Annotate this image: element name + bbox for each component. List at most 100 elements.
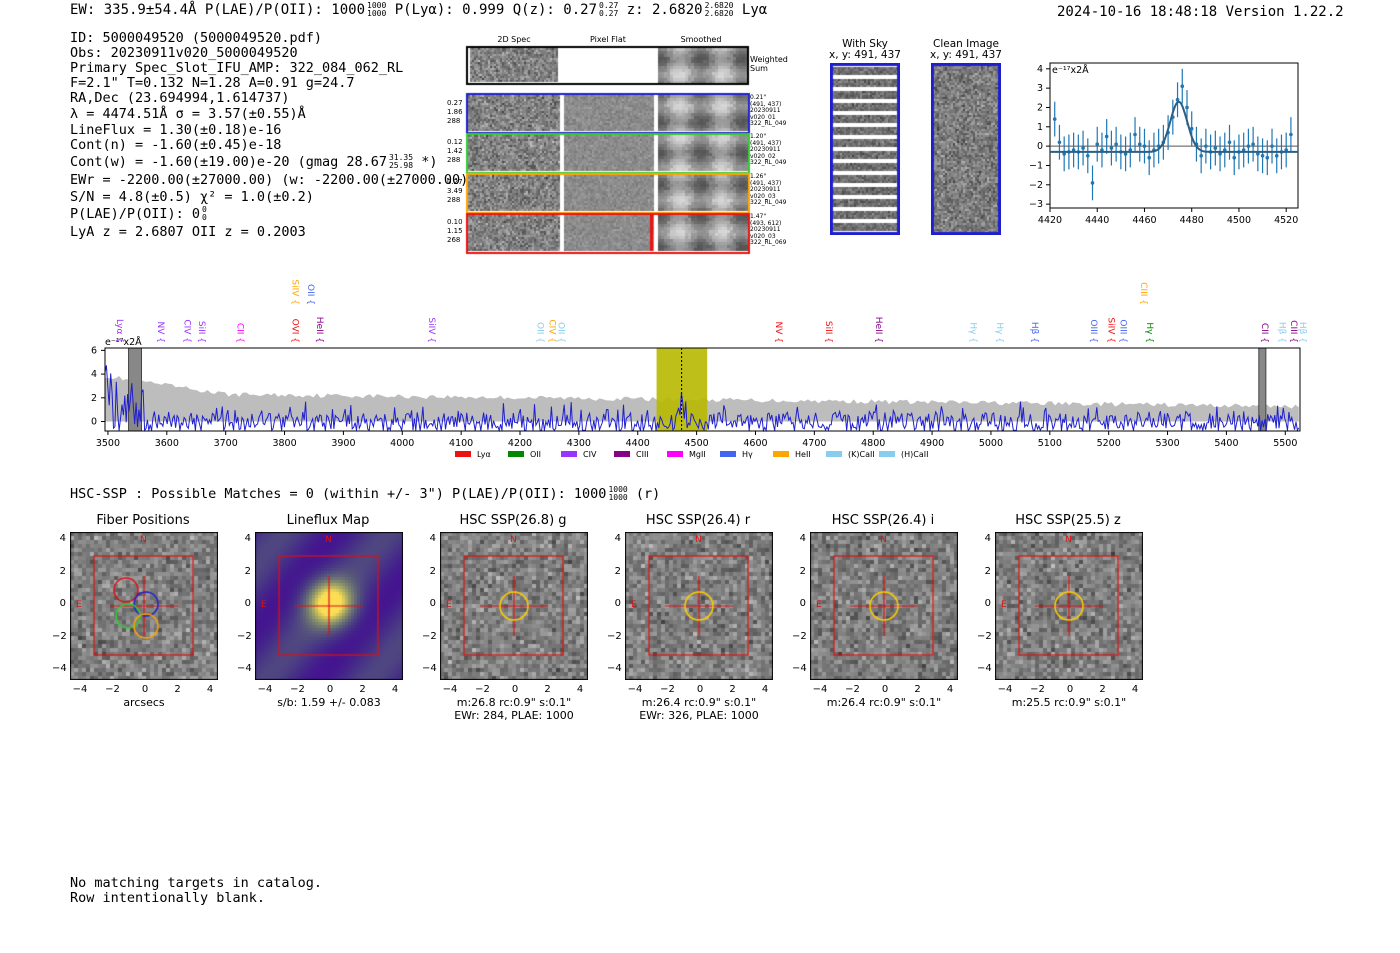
hsc-panel-image (70, 532, 218, 680)
spectrum-line-marker: Hγ { (967, 322, 977, 343)
hsc-x-tick-label: 2 (729, 684, 736, 695)
info-ewr: EWr = -2200.00(±27000.00) (w: -2200.00(±… (70, 172, 477, 188)
with-sky-xy: x, y: 491, 437 (829, 49, 901, 61)
row3-right-info: 1.26" (491, 437) 20230911 v020_03 322_RL… (750, 173, 787, 206)
spectrum-line-marker: CIII { (1288, 320, 1298, 343)
spectrum-line-marker: NV { (773, 322, 783, 343)
hsc-panel-image (810, 532, 958, 680)
hsc-y-tick-label: −4 (792, 663, 807, 674)
hsc-x-tick-label: −2 (475, 684, 490, 695)
hsc-y-tick-label: 0 (984, 598, 991, 609)
fit-data-point (1199, 154, 1203, 158)
legend-swatch (720, 451, 736, 457)
spectrum-line-marker: SiIV { (1106, 317, 1116, 343)
ew-plae-text: EW: 335.9±54.4Å P(LAE)/P(OII): 1000 (70, 2, 366, 18)
hsc-y-tick-label: −4 (607, 663, 622, 674)
fit-y-tick-label: 1 (1037, 122, 1043, 133)
hsc-panel-image (440, 532, 588, 680)
legend-label: CIII (636, 450, 649, 459)
fit-data-point (1062, 152, 1066, 156)
fit-data-point (1260, 154, 1265, 158)
fit-y-tick-label: −1 (1029, 160, 1043, 171)
spectrum-x-tick-label: 3600 (155, 438, 179, 449)
hsc-x-tick-label: −4 (812, 684, 828, 695)
hsc-x-tick-label: 0 (881, 684, 889, 695)
spectrum-line-marker: Hβ { (1029, 322, 1039, 343)
fit-data-point (1109, 146, 1114, 150)
fit-y-axis-label: e⁻¹⁷x2Å (1052, 64, 1089, 76)
clean-image-xy: x, y: 491, 437 (930, 49, 1002, 61)
spectrum-line-marker: Hβ { (1276, 322, 1286, 343)
hsc-panel-title: HSC SSP(26.8) g (459, 513, 567, 528)
fit-plot-frame (1049, 62, 1299, 209)
with-sky-image (830, 63, 900, 235)
info-fit-params: F=2.1" T=0.132 N=1.28 A=0.91 g=24.7 (70, 75, 355, 91)
fit-y-tick-label: −3 (1029, 199, 1043, 210)
line-fit-chart: 4420 4440 4460 4480 4500 4520 4 3 2 1 0 −1 −2 −3 e⁻¹⁷x… (1029, 62, 1299, 226)
fit-x-tick-label: 4480 (1180, 215, 1204, 226)
spectrum-line-marker: NV { (155, 322, 165, 343)
with-sky-title: With Sky (842, 38, 888, 50)
fit-data-point (1104, 134, 1109, 139)
spectrum-line-marker: OII { (555, 322, 565, 343)
hsc-panel-title: HSC SSP(25.5) z (1015, 513, 1121, 528)
hsc-y-tick-label: −4 (237, 663, 252, 674)
hsc-y-tick-label: 4 (244, 533, 251, 544)
fit-data-point (1090, 181, 1095, 185)
fit-data-point (1227, 140, 1232, 145)
hsc-y-tick-label: −2 (792, 630, 807, 642)
hsc-x-tick-label: −4 (442, 684, 458, 695)
spectrum-x-tick-label: 4900 (920, 438, 944, 449)
row2-left-values: 0.12 1.42 288 (447, 138, 463, 164)
hsc-y-tick-label: 2 (429, 565, 436, 577)
fit-data-point (1289, 132, 1293, 137)
spectrum-line-marker: SiIV { (289, 279, 299, 305)
spectrum-line-marker: OIII { (1118, 319, 1128, 343)
hsc-x-tick-label: 0 (511, 684, 519, 695)
spectrum-y-tick-label: 4 (91, 369, 97, 380)
spectrum-x-tick-label: 3500 (96, 438, 120, 449)
hsc-x-tick-label: −4 (997, 684, 1013, 695)
hsc-x-tick-label: 2 (544, 684, 551, 695)
spectrum-line-marker: SiII { (823, 321, 833, 343)
fit-y-tick-label: −2 (1029, 180, 1043, 191)
hsc-panel-title: Fiber Positions (96, 513, 190, 528)
hsc-x-tick-label: −2 (105, 684, 120, 695)
clean-image (931, 63, 1001, 235)
hsc-y-tick-label: 2 (799, 565, 806, 577)
spectrum-x-tick-label: 4300 (567, 438, 591, 449)
spectrum-x-tick-label: 5300 (1155, 438, 1179, 449)
fit-data-point (1251, 142, 1255, 146)
fit-data-point (1265, 155, 1270, 160)
spectrum-x-tick-label: 5000 (979, 438, 1003, 449)
hsc-y-tick-label: −2 (52, 630, 67, 642)
spectrum-x-tick-label: 4700 (802, 438, 826, 449)
north-label: N (695, 535, 702, 545)
legend-label: (K)CaII (848, 450, 875, 459)
hsc-y-tick-label: 0 (59, 598, 66, 609)
fit-data-point (1085, 154, 1090, 158)
legend-swatch (773, 451, 789, 457)
fit-data-point (1284, 148, 1288, 152)
info-radec: RA,Dec (23.694994,1.614737) (70, 90, 290, 106)
hsc-y-tick-label: 0 (614, 598, 621, 609)
hsc-y-tick-label: −2 (977, 630, 992, 642)
hsc-y-tick-label: 0 (244, 598, 251, 609)
hsc-x-tick-label: −2 (1030, 684, 1045, 695)
hsc-x-tick-label: −2 (660, 684, 675, 695)
fit-data-point (1189, 126, 1194, 131)
hsc-panel-image (625, 532, 773, 680)
hsc-panel-image (995, 532, 1143, 680)
east-label: E (446, 600, 452, 610)
spectrum-line-marker: CII { (1259, 323, 1269, 343)
legend-swatch (508, 451, 524, 457)
spectrum-line-marker: SiII { (196, 321, 206, 343)
legend-label: Hγ (742, 450, 753, 459)
hsc-x-tick-label: 0 (696, 684, 704, 695)
hsc-panel-caption: m:26.4 rc:0.9" s:0.1" (826, 696, 942, 709)
legend-label: OII (530, 450, 541, 459)
hsc-summary: HSC-SSP : Possible Matches = 0 (within +… (70, 485, 661, 503)
hsc-panel-caption: s/b: 1.59 +/- 0.083 (277, 696, 381, 709)
fit-data-point (1095, 142, 1100, 146)
info-spec-slot: Primary Spec_Slot_IFU_AMP: 322_084_062_R… (70, 60, 404, 76)
